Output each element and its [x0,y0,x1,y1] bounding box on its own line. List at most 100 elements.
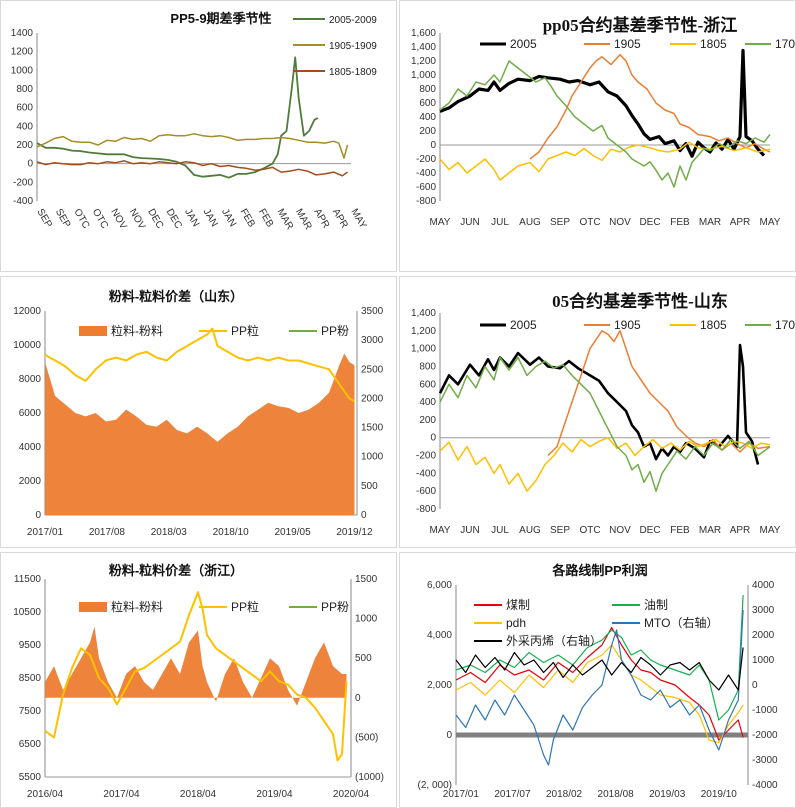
y-tick-label: -400 [416,468,436,479]
y-tick-label: 600 [419,379,436,390]
legend-label: 1705 [775,37,795,51]
x-tick-label: MAY [760,525,781,536]
x-tick-label: JAN [201,207,220,229]
y-tick-label: 8500 [19,673,42,684]
x-tick-label: MAR [275,207,296,232]
y2-tick-label: 2500 [361,364,384,375]
x-tick-label: APR [311,207,331,230]
chart-panel-powder-pellet-shandong: 粉料-粒料价差（山东） 12000 10000 8000 6000 4000 2000 0 35… [0,276,397,548]
series-line-0 [439,48,766,158]
x-tick-label: 2019/03 [649,789,686,800]
x-tick-label: MAR [699,525,721,536]
y2-tick-label: 0 [752,680,758,691]
y2-tick-label: 500 [355,653,372,664]
legend-label: 2005 [510,318,537,332]
x-tick-label: DEC [145,207,165,231]
series-area-0 [45,626,347,706]
y-tick-label: 200 [419,126,436,137]
y-tick-label: 400 [16,121,33,132]
legend-label: MTO（右轴） [644,615,718,630]
y-tick-label: 0 [430,140,436,151]
x-tick-label: DEC [639,217,660,228]
y-tick-label: 1,000 [411,70,436,81]
series-line-4 [455,647,744,691]
y-tick-label: 4000 [19,442,42,453]
x-tick-label: 2017/01 [443,789,480,800]
x-tick-label: MAR [699,217,721,228]
legend-label: 1805-1809 [329,67,377,78]
y2-tick-label: (1000) [355,772,384,783]
legend-swatch [79,326,107,336]
y2-tick-label: 1500 [355,574,378,585]
legend-label: 1805 [700,318,727,332]
series-area-0 [45,353,355,515]
x-tick-label: MAY [760,217,781,228]
y-tick-label: 1400 [11,28,34,39]
chart-svg-p2: pp05合约基差季节性-浙江 1,600 1,400 1,200 1,000 800 600… [411,15,795,228]
y2-tick-label: 3000 [361,335,384,346]
x-tick-label: 2019/12 [336,527,373,538]
y2-tick-label: 1000 [355,614,378,625]
y-tick-label: -800 [416,196,436,207]
y2-tick-label: -1000 [752,705,778,716]
y2-tick-label: 2000 [752,630,775,641]
x-tick-label: NOV [127,207,148,232]
y2-tick-label: 1500 [361,423,384,434]
y-tick-label: -200 [13,177,33,188]
legend-label: 1705 [775,318,795,332]
x-tick-label: NOV [609,525,631,536]
x-tick-label: 2017/07 [494,789,531,800]
legend-label: 2005 [510,37,537,51]
y2-tick-label: (500) [355,732,378,743]
y-tick-label: -200 [416,154,436,165]
y-tick-label: 400 [419,397,436,408]
chart-title: 05合约基差季节性-山东 [552,291,728,311]
y-tick-label: 1,000 [411,344,436,355]
chart-title: pp05合约基差季节性-浙江 [543,15,738,35]
x-tick-label: JAN [219,207,238,229]
legend-label: 2005-2009 [329,15,377,26]
x-tick-label: SEP [550,525,570,536]
y2-tick-label: 3000 [752,605,775,616]
y-tick-label: 200 [419,415,436,426]
y2-tick-label: 1000 [752,655,775,666]
y-tick-label: 4,000 [427,630,452,641]
x-tick-label: JUN [460,525,479,536]
legend-label: 粒料-粉料 [111,323,163,338]
y-tick-label: 0 [35,510,41,521]
x-tick-label: FEB [670,525,690,536]
chart-svg-p1: PP5-9期差季节性 1400 1200 1000 800 600 400 200 0 -200 -… [11,11,378,232]
legend-label: 煤制 [506,598,530,612]
y-tick-label: -800 [416,504,436,515]
y2-tick-label: 1000 [361,452,384,463]
y-tick-label: 600 [16,103,33,114]
legend-label: 1905 [614,37,641,51]
x-tick-label: MAY [348,207,368,231]
legend-label: pdh [506,616,526,630]
series-line-3 [439,60,771,188]
series-line-1 [529,53,771,160]
legend-label: PP粉 [321,600,349,614]
series-line-1 [44,327,355,403]
x-tick-label: 2020/04 [333,789,370,800]
x-tick-label: NOV [108,207,129,232]
y-tick-label: 1,200 [411,56,436,67]
series-line-0 [455,626,744,741]
x-tick-label: 2019/10 [701,789,738,800]
y2-tick-label: -4000 [752,780,778,791]
x-tick-label: FEB [238,207,257,230]
y2-tick-label: 0 [355,693,361,704]
series-line-2 [439,141,771,181]
chart-title: 粉料-粒料价差（山东） [109,289,243,304]
chart-panel-basis-shandong: 05合约基差季节性-山东 1,400 1,200 1,000 800 600 400 200 0… [399,276,796,548]
y-tick-label: 0 [27,159,33,170]
y-tick-label: 1,200 [411,326,436,337]
x-tick-label: SEP [550,217,570,228]
series-line-2 [36,160,348,177]
y-tick-label: 7500 [19,706,42,717]
x-tick-label: MAY [430,217,451,228]
legend-label: 外采丙烯（右轴） [506,633,602,648]
y-tick-label: -200 [416,451,436,462]
x-tick-label: 2019/04 [256,789,293,800]
x-tick-label: OTC [579,217,600,228]
